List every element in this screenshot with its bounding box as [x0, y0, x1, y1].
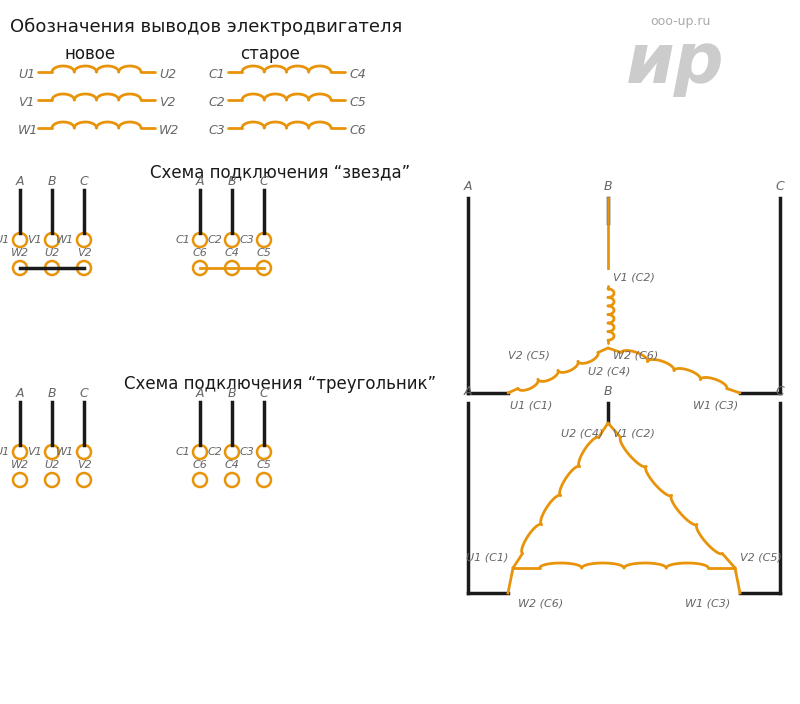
Text: U2 (C4): U2 (C4): [588, 366, 630, 376]
Text: C: C: [260, 175, 268, 188]
Text: B: B: [48, 175, 56, 188]
Text: W1: W1: [18, 125, 38, 137]
Text: C5: C5: [257, 248, 271, 258]
Text: U2: U2: [159, 68, 176, 82]
Text: C3: C3: [208, 125, 225, 137]
Text: B: B: [604, 180, 612, 193]
Text: C: C: [80, 175, 88, 188]
Text: C6: C6: [193, 248, 207, 258]
Text: C1: C1: [175, 447, 190, 457]
Text: B: B: [228, 175, 236, 188]
Text: U1: U1: [0, 447, 10, 457]
Text: B: B: [48, 387, 56, 400]
Text: A: A: [16, 387, 24, 400]
Text: U2: U2: [44, 460, 60, 470]
Text: C2: C2: [207, 235, 222, 245]
Text: ooo-up.ru: ooo-up.ru: [650, 15, 710, 28]
Text: Обозначения выводов электродвигателя: Обозначения выводов электродвигателя: [10, 18, 402, 36]
Text: C5: C5: [257, 460, 271, 470]
Text: W2 (C6): W2 (C6): [613, 350, 658, 360]
Text: V1: V1: [18, 96, 34, 110]
Text: C: C: [776, 180, 784, 193]
Text: U1: U1: [18, 68, 35, 82]
Text: B: B: [604, 385, 612, 398]
Text: V1: V1: [27, 235, 42, 245]
Text: C1: C1: [175, 235, 190, 245]
Text: W1 (C3): W1 (C3): [693, 401, 738, 411]
Text: C6: C6: [349, 125, 366, 137]
Text: ир: ир: [626, 30, 724, 97]
Text: старое: старое: [240, 45, 300, 63]
Text: C4: C4: [225, 460, 239, 470]
Text: V1: V1: [27, 447, 42, 457]
Text: C2: C2: [207, 447, 222, 457]
Text: новое: новое: [65, 45, 115, 63]
Text: B: B: [228, 387, 236, 400]
Text: W2: W2: [11, 460, 29, 470]
Text: A: A: [464, 385, 472, 398]
Text: W2: W2: [159, 125, 179, 137]
Text: C3: C3: [239, 447, 254, 457]
Text: W1 (C3): W1 (C3): [685, 598, 730, 608]
Text: U1 (C1): U1 (C1): [466, 553, 508, 563]
Text: C4: C4: [349, 68, 366, 82]
Text: V2 (C5): V2 (C5): [740, 553, 782, 563]
Text: U2: U2: [44, 248, 60, 258]
Text: C4: C4: [225, 248, 239, 258]
Text: V2: V2: [159, 96, 175, 110]
Text: W1: W1: [56, 235, 74, 245]
Text: V2 (C5): V2 (C5): [508, 350, 550, 360]
Text: C5: C5: [349, 96, 366, 110]
Text: A: A: [464, 180, 472, 193]
Text: A: A: [196, 387, 204, 400]
Text: C: C: [260, 387, 268, 400]
Text: C: C: [776, 385, 784, 398]
Text: Схема подключения “звезда”: Схема подключения “звезда”: [150, 163, 410, 181]
Text: W1: W1: [56, 447, 74, 457]
Text: W2 (C6): W2 (C6): [518, 598, 563, 608]
Text: V2: V2: [77, 460, 91, 470]
Text: U2 (C4): U2 (C4): [561, 428, 603, 438]
Text: V1 (C2): V1 (C2): [613, 428, 655, 438]
Text: C6: C6: [193, 460, 207, 470]
Text: C3: C3: [239, 235, 254, 245]
Text: V1 (C2): V1 (C2): [613, 273, 655, 283]
Text: V2: V2: [77, 248, 91, 258]
Text: A: A: [196, 175, 204, 188]
Text: U1 (C1): U1 (C1): [510, 401, 552, 411]
Text: C2: C2: [208, 96, 225, 110]
Text: C1: C1: [208, 68, 225, 82]
Text: C: C: [80, 387, 88, 400]
Text: U1: U1: [0, 235, 10, 245]
Text: W2: W2: [11, 248, 29, 258]
Text: Схема подключения “треугольник”: Схема подключения “треугольник”: [124, 375, 436, 393]
Text: A: A: [16, 175, 24, 188]
